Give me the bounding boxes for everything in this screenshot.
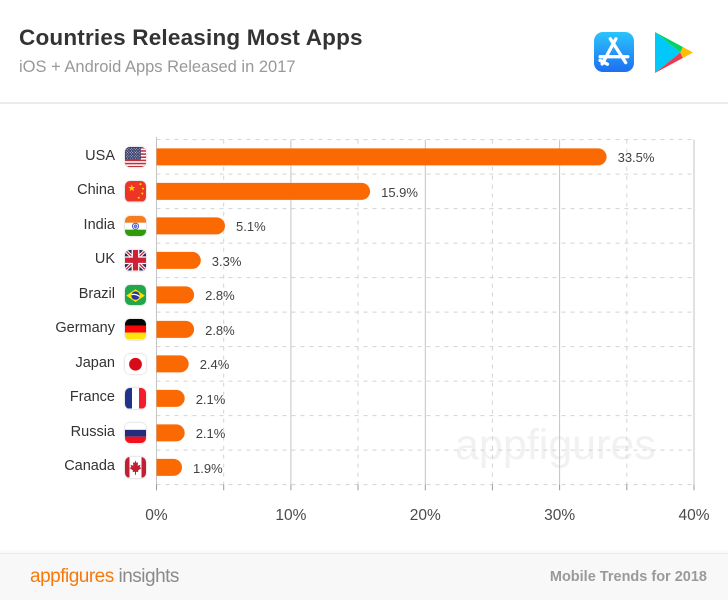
svg-text:appfigures: appfigures <box>455 421 656 469</box>
